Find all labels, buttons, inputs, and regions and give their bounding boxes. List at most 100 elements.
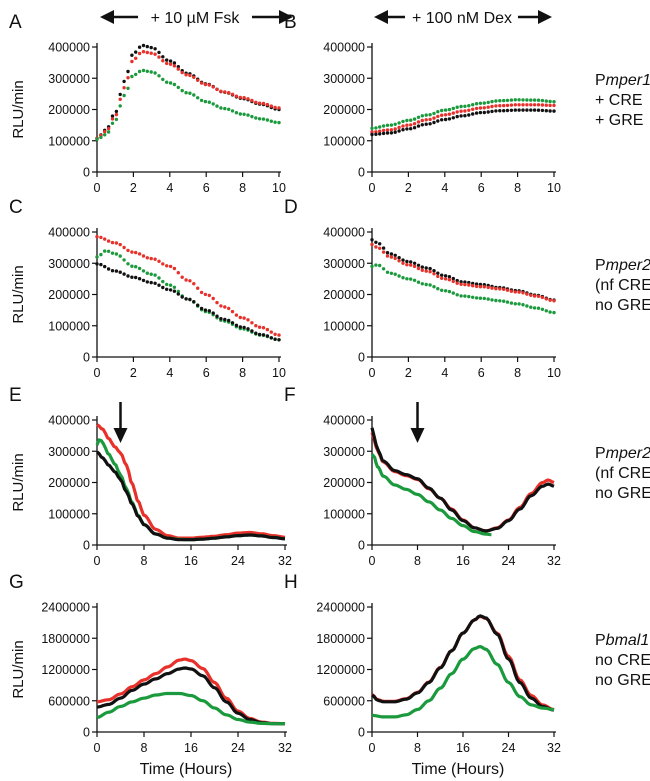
data-point [161, 262, 165, 266]
data-point [192, 93, 196, 97]
data-point [447, 275, 452, 279]
y-tick-label: 1800000 [41, 632, 90, 646]
data-point [145, 280, 149, 284]
data-point [463, 104, 467, 109]
data-point [153, 47, 157, 51]
y-tick-label: 100000 [48, 507, 90, 521]
data-point [227, 91, 231, 95]
data-point [184, 278, 188, 282]
data-point [165, 58, 169, 62]
data-point [269, 119, 273, 123]
x-tick-label: 8 [141, 741, 148, 755]
row-label-line: (nf CRE) [595, 277, 650, 294]
data-point [463, 294, 467, 298]
series-green [370, 98, 556, 130]
y-tick-label: 100000 [48, 134, 90, 148]
data-point [261, 117, 266, 121]
x-axis-label: Time (Hours) [140, 761, 233, 778]
data-point [207, 309, 211, 313]
data-point [502, 103, 506, 108]
data-point [265, 327, 270, 332]
data-point [424, 118, 428, 122]
data-point [242, 316, 246, 320]
data-point [416, 120, 421, 124]
data-point [401, 128, 405, 132]
data-point [544, 103, 548, 107]
data-point [145, 256, 149, 260]
data-point [370, 132, 374, 137]
data-point [211, 311, 215, 315]
data-point [149, 70, 153, 74]
data-point [471, 107, 475, 112]
data-point [498, 99, 502, 103]
data-point [269, 330, 273, 334]
data-point [517, 290, 521, 294]
data-point [277, 338, 281, 342]
data-point [502, 98, 506, 103]
panel-letter: D [284, 197, 298, 218]
data-point [378, 129, 382, 133]
data-point [412, 117, 417, 121]
data-point [517, 103, 521, 107]
data-point [230, 109, 235, 113]
data-point [378, 242, 382, 246]
data-point [544, 109, 548, 113]
y-tick-label: 200000 [48, 476, 90, 490]
x-tick-label: 4 [166, 181, 173, 195]
row-label: Pmper2 (nf CRE) no GRE [595, 445, 650, 502]
data-point [393, 256, 397, 261]
data-point [230, 92, 235, 97]
panel-letter: H [284, 572, 298, 593]
data-point [428, 283, 432, 287]
data-point [428, 266, 432, 271]
x-tick-label: 6 [203, 366, 210, 380]
data-point [118, 242, 122, 247]
data-point [141, 269, 146, 273]
x-tick-label: 8 [514, 366, 521, 380]
data-point [199, 290, 204, 295]
data-point [103, 130, 107, 134]
data-point [405, 263, 409, 267]
data-point [443, 108, 448, 112]
data-point [265, 334, 270, 338]
data-point [498, 109, 502, 113]
data-point [99, 235, 103, 240]
y-tick-label: 100000 [48, 319, 90, 333]
data-point [424, 122, 428, 126]
data-point [478, 101, 483, 106]
row-label-line: + GRE [595, 112, 643, 129]
data-point [172, 285, 177, 289]
data-point [122, 272, 126, 276]
data-point [196, 286, 200, 290]
data-point [106, 249, 111, 253]
data-point [440, 108, 444, 113]
data-point [378, 246, 382, 250]
data-point [122, 86, 126, 90]
y-tick-label: 100000 [323, 319, 365, 333]
data-point [424, 266, 428, 270]
data-point [149, 45, 153, 50]
y-axis-label: RLU/min [10, 640, 27, 698]
y-tick-label: 400000 [48, 414, 90, 428]
data-point [172, 82, 177, 87]
data-point [397, 274, 401, 278]
data-point [145, 271, 149, 275]
data-point [451, 291, 455, 295]
data-point [443, 289, 448, 293]
data-point [513, 108, 517, 112]
x-tick-label: 6 [203, 181, 210, 195]
series-line [370, 432, 555, 533]
data-point [378, 263, 382, 268]
data-point [227, 306, 231, 311]
data-point [397, 259, 401, 263]
data-point [502, 299, 506, 303]
x-tick-label: 2 [130, 366, 137, 380]
row-label-gene: mper1 [606, 72, 650, 89]
data-point [137, 277, 142, 281]
data-point [409, 260, 413, 264]
x-tick-label: 6 [478, 366, 485, 380]
data-point [103, 249, 107, 253]
data-point [447, 117, 452, 121]
data-point [370, 264, 374, 269]
series-red [95, 235, 281, 337]
